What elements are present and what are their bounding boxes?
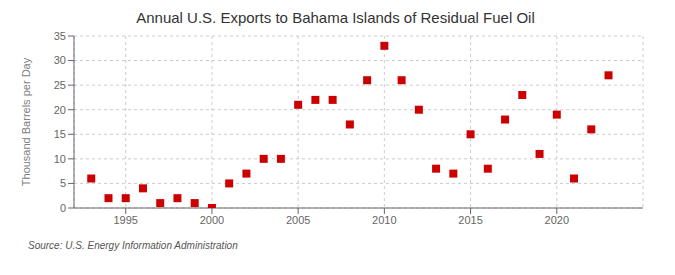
html-text:Source: U.S. Energy Informatio: Source: U.S. Energy Information Administ… xyxy=(28,240,238,251)
svg-text:10: 10 xyxy=(54,153,66,165)
svg-text:5: 5 xyxy=(60,177,66,189)
svg-text:0: 0 xyxy=(60,202,66,214)
svg-text:1995: 1995 xyxy=(113,214,137,226)
svg-text:35: 35 xyxy=(54,30,66,42)
svg-text:25: 25 xyxy=(54,79,66,91)
svg-text:30: 30 xyxy=(54,54,66,66)
html-text:Annual U.S. Exports to Bahama: Annual U.S. Exports to Bahama Islands of… xyxy=(136,9,535,26)
svg-text:2000: 2000 xyxy=(200,214,224,226)
svg-text:Thousand Barrels per Day: Thousand Barrels per Day xyxy=(20,57,32,186)
svg-text:2005: 2005 xyxy=(286,214,310,226)
svg-text:2010: 2010 xyxy=(372,214,396,226)
svg-text:15: 15 xyxy=(54,128,66,140)
svg-text:20: 20 xyxy=(54,104,66,116)
svg-text:2015: 2015 xyxy=(458,214,482,226)
svg-text:2020: 2020 xyxy=(545,214,569,226)
